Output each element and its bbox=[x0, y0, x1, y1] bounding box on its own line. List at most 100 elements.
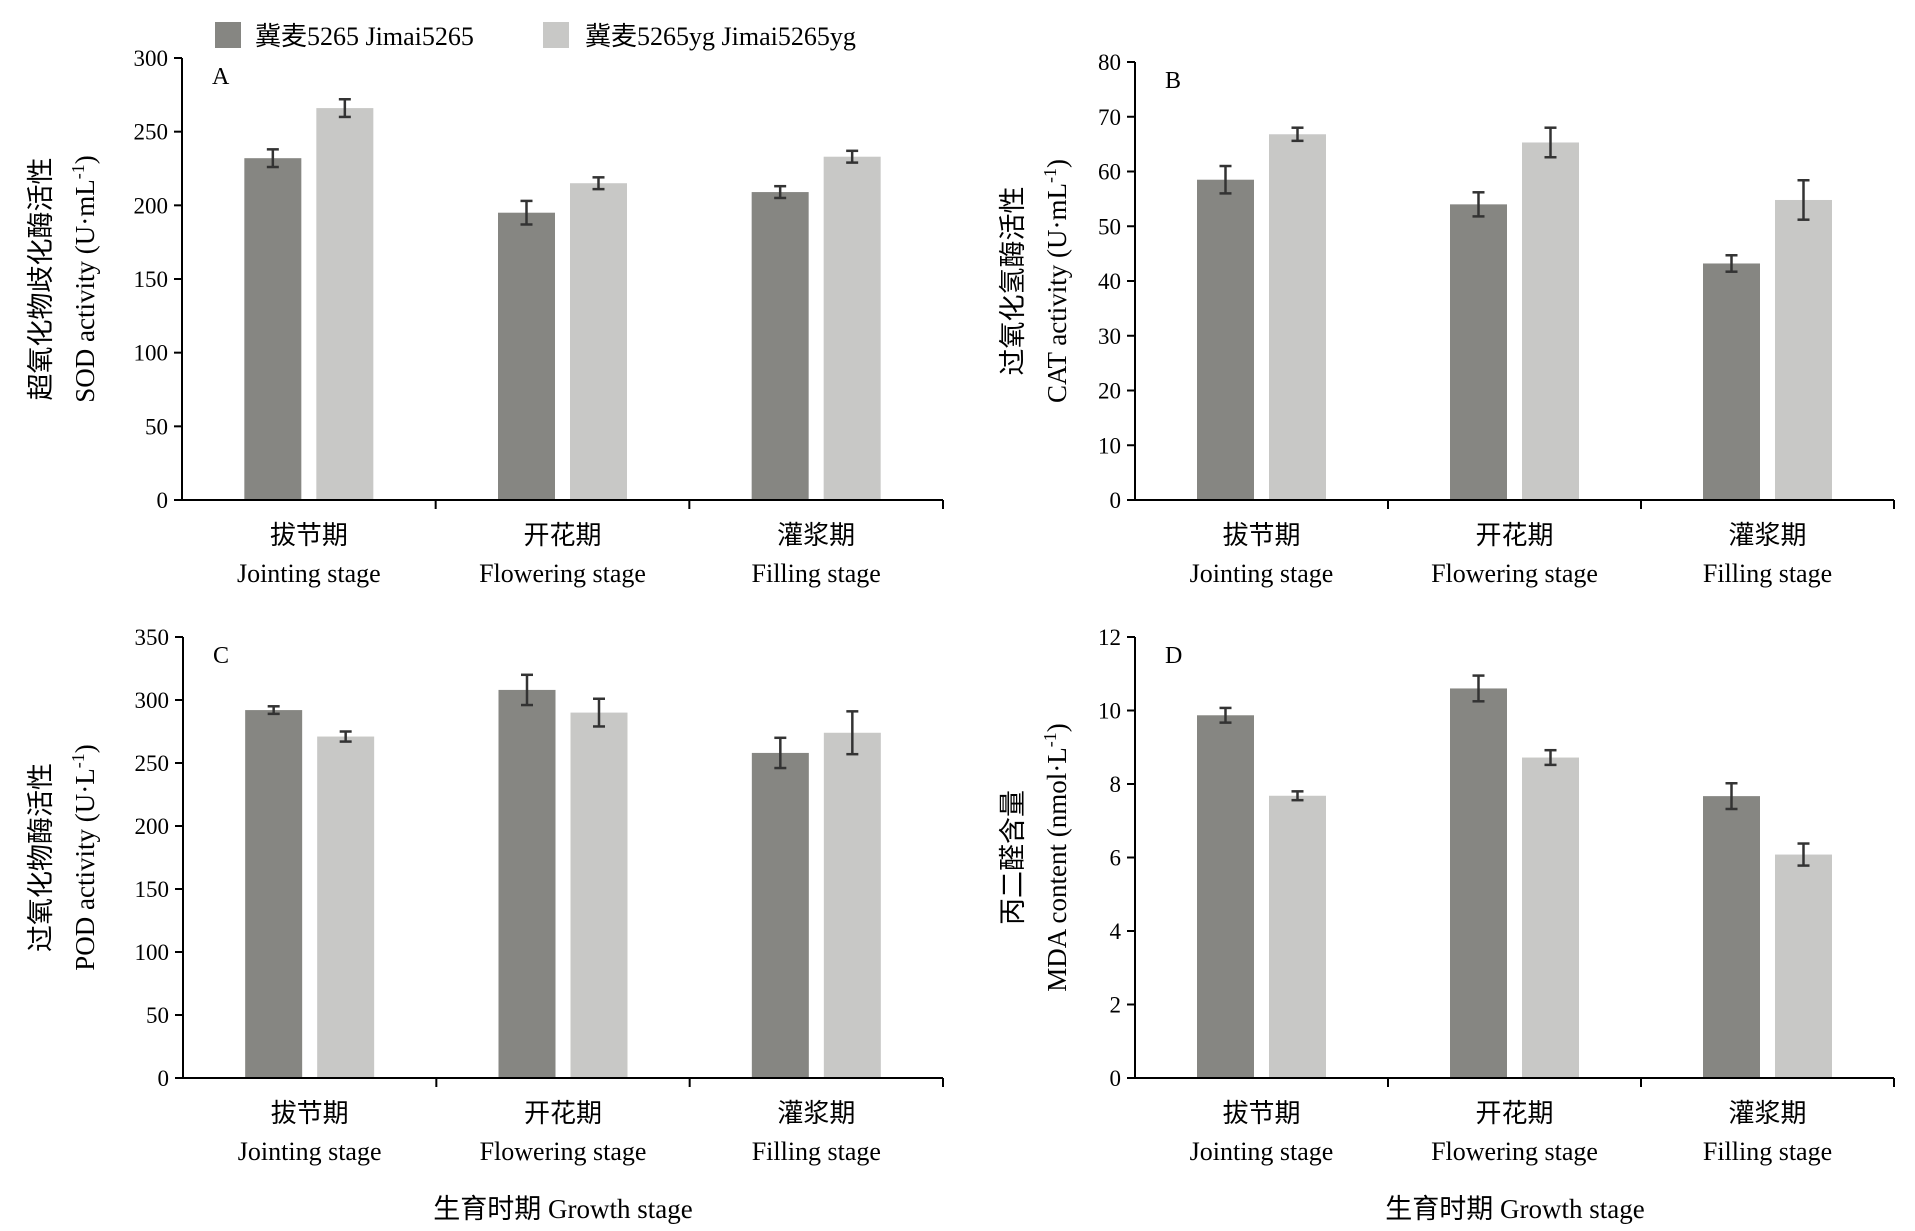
bar-series1-cat1 bbox=[1197, 179, 1254, 500]
x-tick-label-en: Flowering stage bbox=[479, 559, 646, 588]
legend-label-series-2: 冀麦5265yg Jimai5265yg bbox=[585, 22, 856, 51]
legend-swatch-series-2 bbox=[543, 22, 569, 48]
panel-d: 0 2 4 6 8 10 12 拔节期 Jointing stage 开花期 Flowering s… bbox=[998, 625, 1895, 1166]
x-tick-label-en: Jointing stage bbox=[1190, 559, 1334, 588]
y-tick-label: 100 bbox=[134, 341, 169, 366]
x-tick-label-en: Flowering stage bbox=[1431, 559, 1598, 588]
y-tick-label: 250 bbox=[135, 751, 170, 776]
y-axis-label-cn: 过氧化物酶活性 bbox=[26, 763, 56, 952]
legend-swatch-series-1 bbox=[215, 22, 241, 48]
y-tick-label: 0 bbox=[158, 1066, 170, 1091]
bar-series2-cat2 bbox=[570, 183, 627, 500]
bar-series2-cat2 bbox=[1522, 757, 1579, 1078]
y-tick-label: 60 bbox=[1098, 160, 1121, 185]
legend-label-series-1: 冀麦5265 Jimai5265 bbox=[255, 22, 474, 51]
bar-series1-cat3 bbox=[751, 752, 809, 1078]
y-axis-label-cn: 丙二醛含量 bbox=[998, 790, 1028, 925]
y-tick-label: 200 bbox=[134, 193, 169, 218]
bar-series2-cat3 bbox=[1775, 854, 1832, 1078]
y-tick-label: 0 bbox=[1110, 1066, 1122, 1091]
y-tick-label: 10 bbox=[1098, 699, 1121, 724]
x-tick-label-cn: 开花期 bbox=[523, 521, 601, 550]
y-tick-label: 50 bbox=[1098, 214, 1121, 239]
bar-series1-cat1 bbox=[244, 158, 302, 501]
x-tick-label-cn: 灌浆期 bbox=[1728, 1099, 1806, 1128]
legend: 冀麦5265 Jimai5265 冀麦5265yg Jimai5265yg bbox=[215, 22, 856, 51]
bar-series1-cat3 bbox=[1703, 796, 1760, 1078]
x-tick-label-en: Filling stage bbox=[1703, 559, 1832, 588]
bar-series2-cat1 bbox=[317, 736, 375, 1078]
y-tick-label: 50 bbox=[146, 1003, 169, 1028]
x-axis-title-left: 生育时期 Growth stage bbox=[433, 1194, 692, 1224]
y-axis-label-cn: 超氧化物歧化酶活性 bbox=[26, 158, 56, 401]
y-tick-label: 350 bbox=[135, 625, 170, 650]
x-tick-label-cn: 拔节期 bbox=[271, 1099, 349, 1128]
y-axis-label-en: CAT activity (U·mL-1) bbox=[1040, 159, 1072, 403]
bar-series2-cat2 bbox=[570, 712, 628, 1078]
y-axis-label-en: POD activity (U·L-1) bbox=[68, 744, 100, 970]
x-tick-label-cn: 拔节期 bbox=[1222, 521, 1300, 550]
panel-c: 0 50 100 150 200 250 300 350 拔节期 Jointing stage 开花… bbox=[26, 625, 944, 1166]
bar-series2-cat3 bbox=[823, 156, 881, 501]
y-tick-label: 8 bbox=[1110, 772, 1122, 797]
x-tick-label-cn: 灌浆期 bbox=[777, 521, 855, 550]
y-tick-label: 100 bbox=[135, 940, 170, 965]
y-tick-label: 30 bbox=[1098, 324, 1121, 349]
x-tick-label-en: Jointing stage bbox=[238, 1137, 382, 1166]
y-tick-label: 0 bbox=[1110, 488, 1122, 513]
x-tick-label-en: Filling stage bbox=[752, 559, 881, 588]
y-tick-label: 4 bbox=[1110, 919, 1122, 944]
y-tick-label: 70 bbox=[1098, 105, 1121, 130]
bar-series2-cat3 bbox=[1775, 199, 1832, 500]
bar-series1-cat2 bbox=[1450, 204, 1507, 500]
x-tick-label-cn: 灌浆期 bbox=[777, 1099, 855, 1128]
x-tick-label-cn: 开花期 bbox=[524, 1099, 602, 1128]
y-tick-label: 80 bbox=[1098, 50, 1121, 75]
y-tick-label: 150 bbox=[134, 267, 169, 292]
y-axis-label-en: MDA content (nmol·L-1) bbox=[1040, 723, 1072, 991]
bar-series2-cat1 bbox=[1269, 795, 1326, 1078]
x-tick-label-en: Jointing stage bbox=[237, 559, 381, 588]
panel-letter: B bbox=[1165, 68, 1181, 94]
y-tick-label: 2 bbox=[1110, 993, 1122, 1018]
y-tick-label: 250 bbox=[134, 120, 169, 145]
y-tick-label: 300 bbox=[135, 688, 170, 713]
y-tick-label: 50 bbox=[145, 414, 168, 439]
panel-letter: A bbox=[212, 64, 230, 90]
panel-a: 0 50 100 150 200 250 300 拔节期 Jointing stage 开花期 Fl… bbox=[26, 46, 944, 588]
x-tick-label-en: Flowering stage bbox=[1431, 1137, 1598, 1166]
bar-series1-cat2 bbox=[1450, 688, 1507, 1078]
y-tick-label: 20 bbox=[1098, 379, 1121, 404]
bar-series1-cat3 bbox=[751, 192, 809, 500]
bar-series1-cat1 bbox=[1197, 715, 1254, 1078]
x-tick-label-en: Jointing stage bbox=[1190, 1137, 1334, 1166]
x-tick-label-cn: 开花期 bbox=[1475, 1099, 1553, 1128]
y-tick-label: 12 bbox=[1098, 625, 1121, 650]
x-tick-label-cn: 灌浆期 bbox=[1728, 521, 1806, 550]
bar-series2-cat3 bbox=[823, 732, 881, 1078]
x-tick-label-cn: 拔节期 bbox=[270, 521, 348, 550]
y-tick-label: 10 bbox=[1098, 433, 1121, 458]
x-tick-label-en: Flowering stage bbox=[480, 1137, 647, 1166]
bar-series1-cat3 bbox=[1703, 263, 1760, 500]
panel-b: 0 10 20 30 40 50 60 70 80 拔节期 Jointing stage 开花期 Flo… bbox=[998, 50, 1895, 588]
y-axis-label-en: SOD activity (U·mL-1) bbox=[68, 155, 100, 402]
x-tick-label-cn: 开花期 bbox=[1475, 521, 1553, 550]
y-tick-label: 150 bbox=[135, 877, 170, 902]
panel-letter: C bbox=[213, 643, 229, 669]
y-tick-label: 200 bbox=[135, 814, 170, 839]
x-tick-label-en: Filling stage bbox=[1703, 1137, 1832, 1166]
bar-series2-cat1 bbox=[1269, 134, 1326, 500]
bar-series2-cat1 bbox=[316, 108, 374, 501]
bar-series1-cat1 bbox=[245, 710, 303, 1078]
y-tick-label: 300 bbox=[134, 46, 169, 71]
x-tick-label-en: Filling stage bbox=[752, 1137, 881, 1166]
bar-series1-cat2 bbox=[498, 689, 556, 1078]
x-tick-label-cn: 拔节期 bbox=[1222, 1099, 1300, 1128]
y-axis-label-cn: 过氧化氢酶活性 bbox=[998, 187, 1028, 376]
x-axis-title-right: 生育时期 Growth stage bbox=[1385, 1194, 1644, 1224]
panel-letter: D bbox=[1165, 643, 1182, 669]
bar-series2-cat2 bbox=[1522, 142, 1579, 501]
bar-series1-cat2 bbox=[498, 212, 555, 500]
